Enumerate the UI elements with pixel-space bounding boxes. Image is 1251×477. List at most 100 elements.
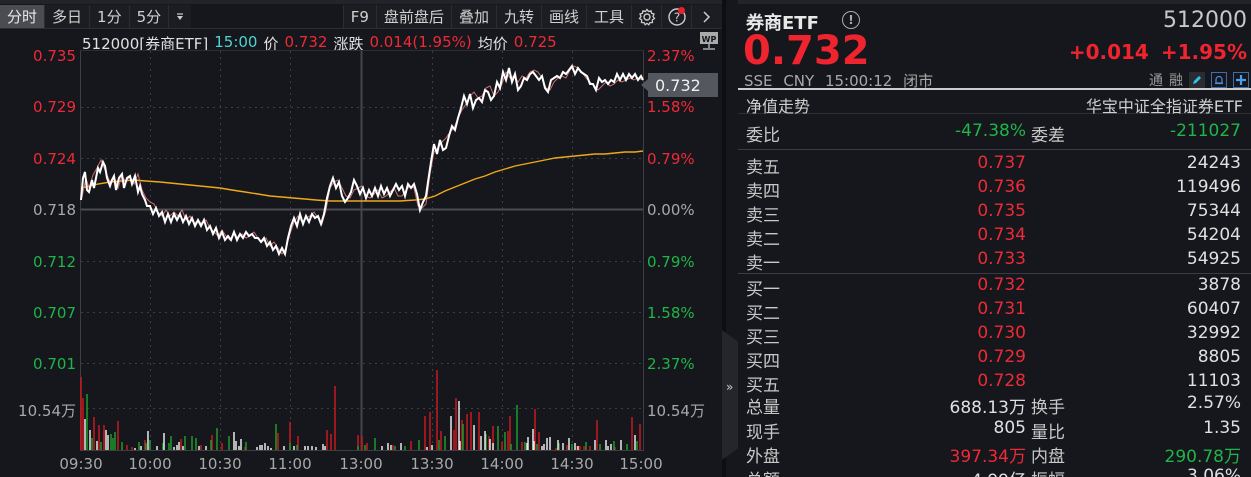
tab-1min[interactable]: 1分 [90,5,130,28]
ask-label: 卖一 [746,254,780,274]
help-button[interactable]: ? [662,5,692,28]
fund-full-name[interactable]: 华宝中证全指证券ETF [1085,97,1243,116]
ask-row[interactable]: 卖三 0.735 75344 [738,200,1251,226]
ask-volume: 24243 [1186,153,1241,173]
price-line [80,63,644,258]
bid-price: 0.732 [977,275,1026,295]
quote-tools: 通 融 [1149,70,1249,90]
pre-post-market-button[interactable]: 盘前盘后 [376,5,452,28]
bid-row[interactable]: 买三 0.730 32992 [738,322,1251,348]
gear-icon [638,7,655,26]
bid-price: 0.731 [977,299,1026,319]
f9-button[interactable]: F9 [343,5,377,28]
toolbar-spacer [191,5,344,28]
alert-button[interactable] [1211,72,1227,88]
inner-volume-label: 内盘 [1031,447,1065,467]
y-right-tick: 2.37% [647,355,695,373]
ask-row[interactable]: 卖五 0.737 24243 [738,152,1251,178]
turnover-amount-value: 4.99亿 [971,466,1026,477]
ask-price: 0.736 [977,177,1026,197]
order-diff-label: 委差 [1031,126,1065,146]
info-icon[interactable]: ! [842,11,860,29]
plus-icon [1236,75,1246,85]
ask-row[interactable]: 卖一 0.733 54925 [738,248,1251,274]
add-watchlist-button[interactable] [1233,72,1249,88]
turnover-value: 2.57% [1186,393,1241,413]
ask-price: 0.737 [977,153,1026,173]
bid-volume: 32992 [1186,323,1241,343]
y-left-tick: 0.718 [33,201,76,219]
bid-price: 0.729 [977,347,1026,367]
ask-label: 卖二 [746,230,780,250]
bid-volume: 8805 [1197,347,1241,367]
edit-button[interactable] [1189,72,1205,88]
stats-row: 总额 4.99亿 振幅 3.06% [738,465,1251,477]
double-chevron-icon: » [726,380,734,394]
ask-row[interactable]: 卖四 0.736 119496 [738,176,1251,202]
avg-price-line [80,150,644,202]
volume-ratio-value: 1.35 [1203,418,1241,438]
x-tick: 09:30 [59,455,103,473]
bid-volume: 11103 [1186,371,1241,391]
tools-button[interactable]: 工具 [586,5,632,28]
top-strip [738,0,1251,4]
rong-label[interactable]: 融 [1169,73,1183,89]
bid-label: 买二 [746,304,780,324]
bid-row[interactable]: 买一 0.732 3878 [738,274,1251,300]
divider [738,149,1251,150]
order-ratio-value: -47.38% [955,121,1026,141]
market-meta: SSE CNY 15:00:12 闭市 [744,70,939,91]
tong-label[interactable]: 通 [1149,73,1163,89]
chart-panel: 分时 多日 1分 5分 F9 盘前盘后 叠加 九转 画线 工具 ? [0,0,722,477]
exchange: SSE [744,72,773,90]
bid-row[interactable]: 买二 0.731 60407 [738,298,1251,324]
tab-intraday[interactable]: 分时 [0,5,46,28]
change-label: 涨跌 [333,35,364,53]
order-ratio-label: 委比 [746,126,780,146]
nav-bar: 净值走势 华宝中证全指证券ETF [738,90,1251,116]
tab-5min[interactable]: 5分 [129,5,170,28]
intraday-chart[interactable] [0,0,722,477]
ask-row[interactable]: 卖二 0.734 54204 [738,224,1251,250]
bid-row[interactable]: 买四 0.729 8805 [738,346,1251,372]
collapse-panel-button[interactable]: » [722,330,740,460]
svg-text:?: ? [673,10,679,24]
period-dropdown[interactable] [169,5,192,28]
panel-divider[interactable] [722,0,726,477]
draw-line-button[interactable]: 画线 [541,5,587,28]
total-volume-value: 688.13万 [949,398,1026,418]
chart-header: 512000[券商ETF] 15:00 价 0.732 涨跌 0.014(1.9… [82,33,563,54]
settings-button[interactable] [632,5,662,28]
wp-monitor-icon[interactable]: WP [699,31,719,51]
x-tick: 11:00 [268,455,312,473]
price-label: 价 [263,35,279,53]
ask-volume: 75344 [1186,201,1241,221]
y-right-tick: 0.79% [647,253,695,271]
volume-axis-label-right: 10.54万 [647,402,705,420]
avg-price-label: 均价 [477,35,508,53]
y-right-tick: 0.00% [647,201,695,219]
ask-label: 卖三 [746,206,780,226]
overlay-button[interactable]: 叠加 [451,5,497,28]
nav-trend-link[interactable]: 净值走势 [746,97,811,116]
avg-price-value: 0.725 [513,33,557,51]
outer-volume-label: 外盘 [746,447,780,467]
tab-multi-day[interactable]: 多日 [45,5,91,28]
nine-turn-button[interactable]: 九转 [496,5,542,28]
volume-axis-label-left: 10.54万 [18,402,76,420]
divider [738,273,1251,274]
price-value: 0.732 [284,33,328,51]
current-hand-value: 805 [993,418,1026,438]
chevron-right-icon [703,10,711,23]
expand-right-button[interactable] [692,5,722,28]
ask-volume: 54925 [1186,249,1241,269]
inner-volume-value: 290.78万 [1164,447,1241,467]
x-tick: 14:00 [480,455,524,473]
y-right-tick: 1.58% [647,304,695,322]
security-code: 512000 [1163,8,1247,33]
change-percent: +1.95% [1160,40,1247,64]
bid-row[interactable]: 买五 0.728 11103 [738,370,1251,396]
stats-row: 外盘 397.34万 内盘 290.78万 [738,441,1251,467]
ask-volume: 119496 [1176,177,1241,197]
current-hand-label: 现手 [746,423,780,443]
